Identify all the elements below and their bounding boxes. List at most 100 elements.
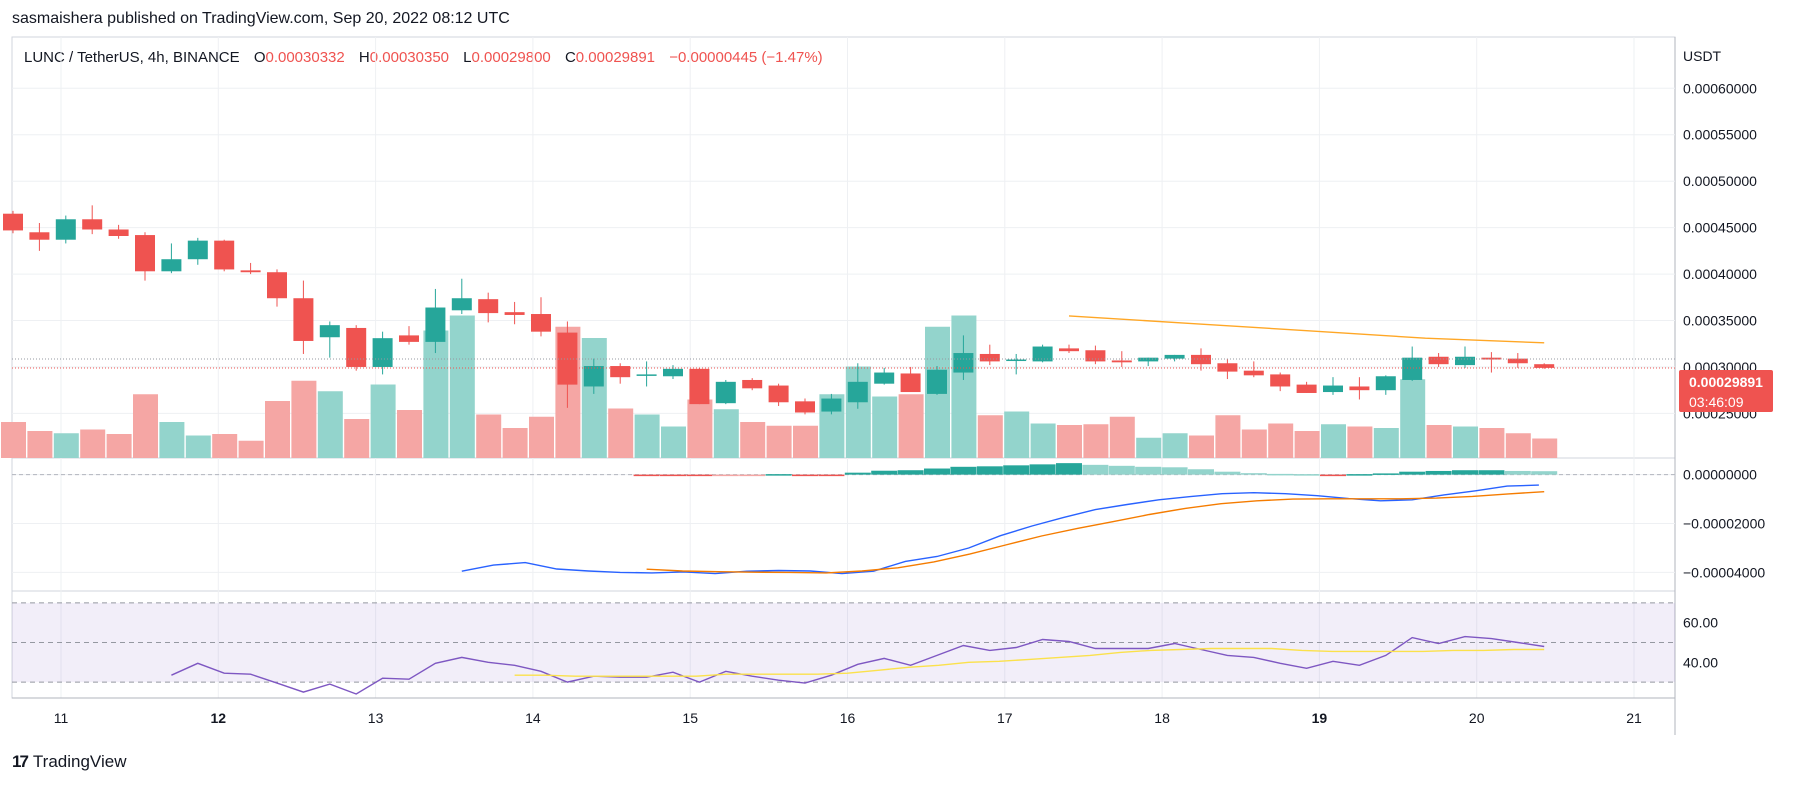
candle-body[interactable] [187,240,208,260]
candle-body[interactable] [900,373,921,393]
volume-bar [1057,425,1082,458]
candle-body[interactable] [979,353,1000,362]
macd-histogram-bar [1029,464,1056,475]
candle-body[interactable] [663,368,683,377]
candle-body[interactable] [953,353,974,373]
low-value: 0.00029800 [471,49,551,66]
candle-body[interactable] [1006,359,1027,362]
candle-body[interactable] [768,385,789,403]
published-header: sasmaishera published on TradingView.com… [12,10,510,28]
volume-bar [291,380,317,458]
candle-body[interactable] [425,307,446,342]
candle-body[interactable] [293,298,314,341]
candle-body[interactable] [161,259,182,272]
candle-body[interactable] [1059,348,1079,352]
candle-body[interactable] [1243,370,1264,376]
candle-body[interactable] [55,219,76,240]
candle-body[interactable] [583,366,604,387]
candle-body[interactable] [1402,357,1423,380]
macd-histogram-bar [1108,465,1135,475]
candle-body[interactable] [1191,354,1211,365]
volume-bar [133,394,158,458]
candle-body[interactable] [135,235,155,272]
candle-body[interactable] [1296,384,1317,393]
volume-bar [53,433,79,458]
candle-body[interactable] [1085,350,1106,362]
candle-body[interactable] [1270,374,1291,387]
x-tick-label: 21 [1626,710,1642,726]
candle-body[interactable] [1217,363,1238,372]
macd-histogram-bar [950,466,977,475]
candle-body[interactable] [847,381,868,403]
candle-body[interactable] [1507,358,1528,364]
candle-body[interactable] [346,327,367,367]
macd-histogram-bar [712,474,739,477]
candle-body[interactable] [214,240,235,270]
chart-canvas[interactable]: 11 12 13 14 15 16 17 18 19 20 210.000250000.000300… [0,0,1801,745]
rsi-line [171,635,1545,695]
candle-body[interactable] [795,401,815,413]
y-tick-label: −0.00004000 [1683,564,1765,580]
candle-body[interactable] [715,381,736,404]
candle-body[interactable] [1534,364,1555,368]
volume-bar [476,414,502,458]
candle-body[interactable] [319,325,340,338]
candle-body[interactable] [531,314,551,332]
candle-body[interactable] [504,312,525,315]
candle-body[interactable] [1428,356,1449,365]
x-tick-label: 11 [54,710,69,726]
candle-body[interactable] [372,338,393,367]
candle-body[interactable] [108,229,129,236]
volume-bar [449,315,475,458]
footer-brand[interactable]: 17 TradingView [12,752,126,772]
volume-bar [661,426,686,458]
volume-bar [1294,431,1320,458]
volume-bar [397,410,422,458]
candle-body[interactable] [1455,356,1475,366]
candle-body[interactable] [3,213,23,231]
volume-bar [1453,426,1478,458]
close-value: 0.00029891 [575,49,656,66]
macd-histogram-bar [844,472,871,475]
candle-body[interactable] [689,368,710,405]
macd-histogram-bar [1320,474,1346,477]
volume-bar [502,428,528,458]
volume-bar [27,431,53,458]
volume-bar [1083,424,1109,458]
candle-body[interactable] [1349,386,1370,391]
candle-body[interactable] [1138,357,1159,362]
macd-histogram-bar [765,474,792,476]
volume-bar [1373,428,1399,458]
moving-average-line [1068,315,1545,344]
symbol-legend: LUNC / TetherUS, 4h, BINANCE O0.00030332… [24,49,823,66]
symbol-name[interactable]: LUNC / TetherUS, 4h, BINANCE [24,49,240,66]
candle-body[interactable] [29,232,50,240]
candle-body[interactable] [451,298,472,311]
volume-bar [1004,411,1030,458]
candle-body[interactable] [874,372,895,384]
macd-histogram-bar [1214,471,1241,475]
candle-body[interactable] [742,379,763,389]
volume-bar [106,434,132,458]
candle-body[interactable] [82,219,103,230]
y-tick-label: 40.00 [1683,654,1718,670]
candle-body[interactable] [1323,385,1343,393]
candle-body[interactable] [821,398,842,412]
macd-histogram-bar [660,474,686,477]
candle-body[interactable] [636,374,657,376]
candle-body[interactable] [1111,360,1132,363]
candle-body[interactable] [267,272,287,299]
candle-body[interactable] [1164,354,1185,359]
candle-body[interactable] [478,299,499,314]
volume-bar [1505,433,1531,458]
candle-body[interactable] [927,369,947,394]
candle-body[interactable] [240,270,261,273]
macd-histogram-bar [1452,470,1478,475]
volume-bar [1400,379,1426,458]
macd-histogram-bar [633,474,660,477]
candle-body[interactable] [399,335,419,342]
candle-body[interactable] [1375,376,1396,391]
volume-bar [1162,433,1188,458]
candle-body[interactable] [610,366,631,378]
candle-body[interactable] [1032,346,1053,362]
